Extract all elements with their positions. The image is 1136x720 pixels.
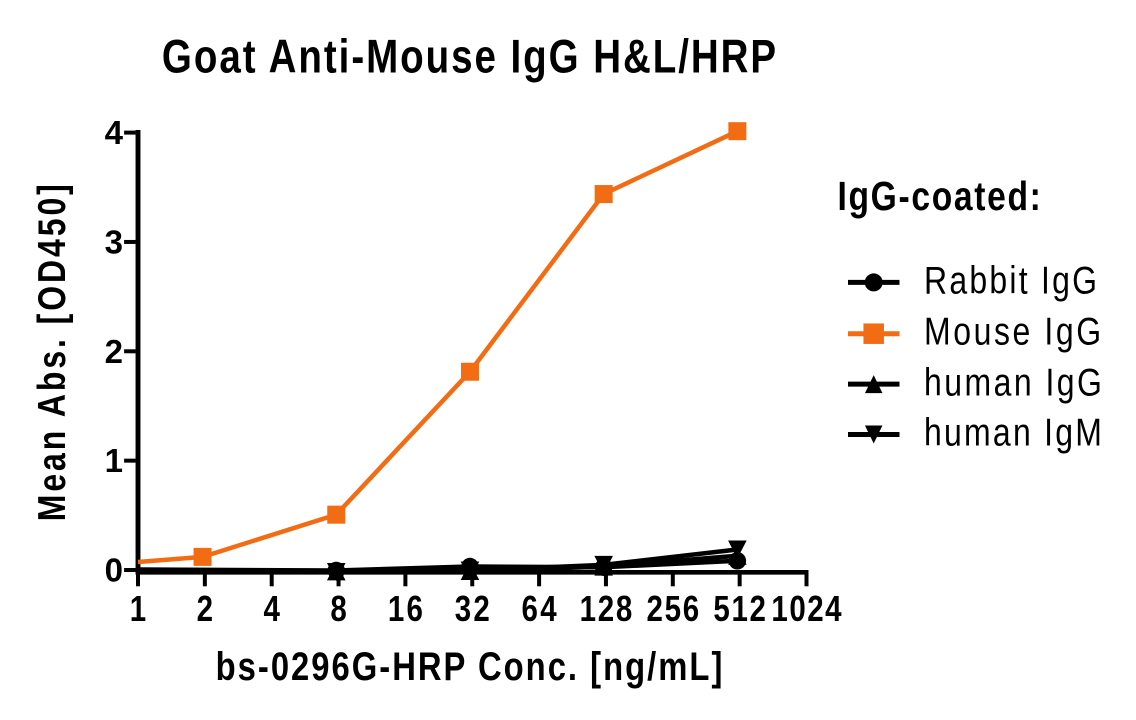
svg-text:4: 4 [263, 588, 280, 628]
svg-text:64: 64 [522, 588, 558, 628]
svg-text:3: 3 [105, 223, 123, 260]
svg-text:0: 0 [105, 552, 123, 589]
svg-text:1024: 1024 [771, 588, 842, 628]
svg-text:bs-0296G-HRP Conc. [ng/mL]: bs-0296G-HRP Conc. [ng/mL] [216, 644, 723, 689]
svg-text:Goat Anti-Mouse IgG H&L/HRP: Goat Anti-Mouse IgG H&L/HRP [162, 31, 776, 83]
svg-text:Rabbit IgG: Rabbit IgG [924, 259, 1097, 303]
svg-text:1: 1 [105, 442, 123, 479]
svg-text:2: 2 [197, 588, 213, 628]
svg-text:4: 4 [105, 114, 124, 151]
svg-text:IgG-coated:: IgG-coated: [838, 173, 1041, 219]
svg-text:512: 512 [713, 588, 766, 628]
svg-text:Mouse IgG: Mouse IgG [924, 310, 1101, 354]
svg-text:8: 8 [330, 588, 346, 628]
svg-text:Mean Abs. [OD450]: Mean Abs. [OD450] [30, 184, 74, 521]
svg-text:256: 256 [646, 588, 699, 628]
svg-text:1: 1 [130, 588, 146, 628]
svg-text:2: 2 [105, 333, 123, 370]
svg-text:128: 128 [580, 588, 633, 628]
svg-text:human IgM: human IgM [924, 411, 1102, 455]
